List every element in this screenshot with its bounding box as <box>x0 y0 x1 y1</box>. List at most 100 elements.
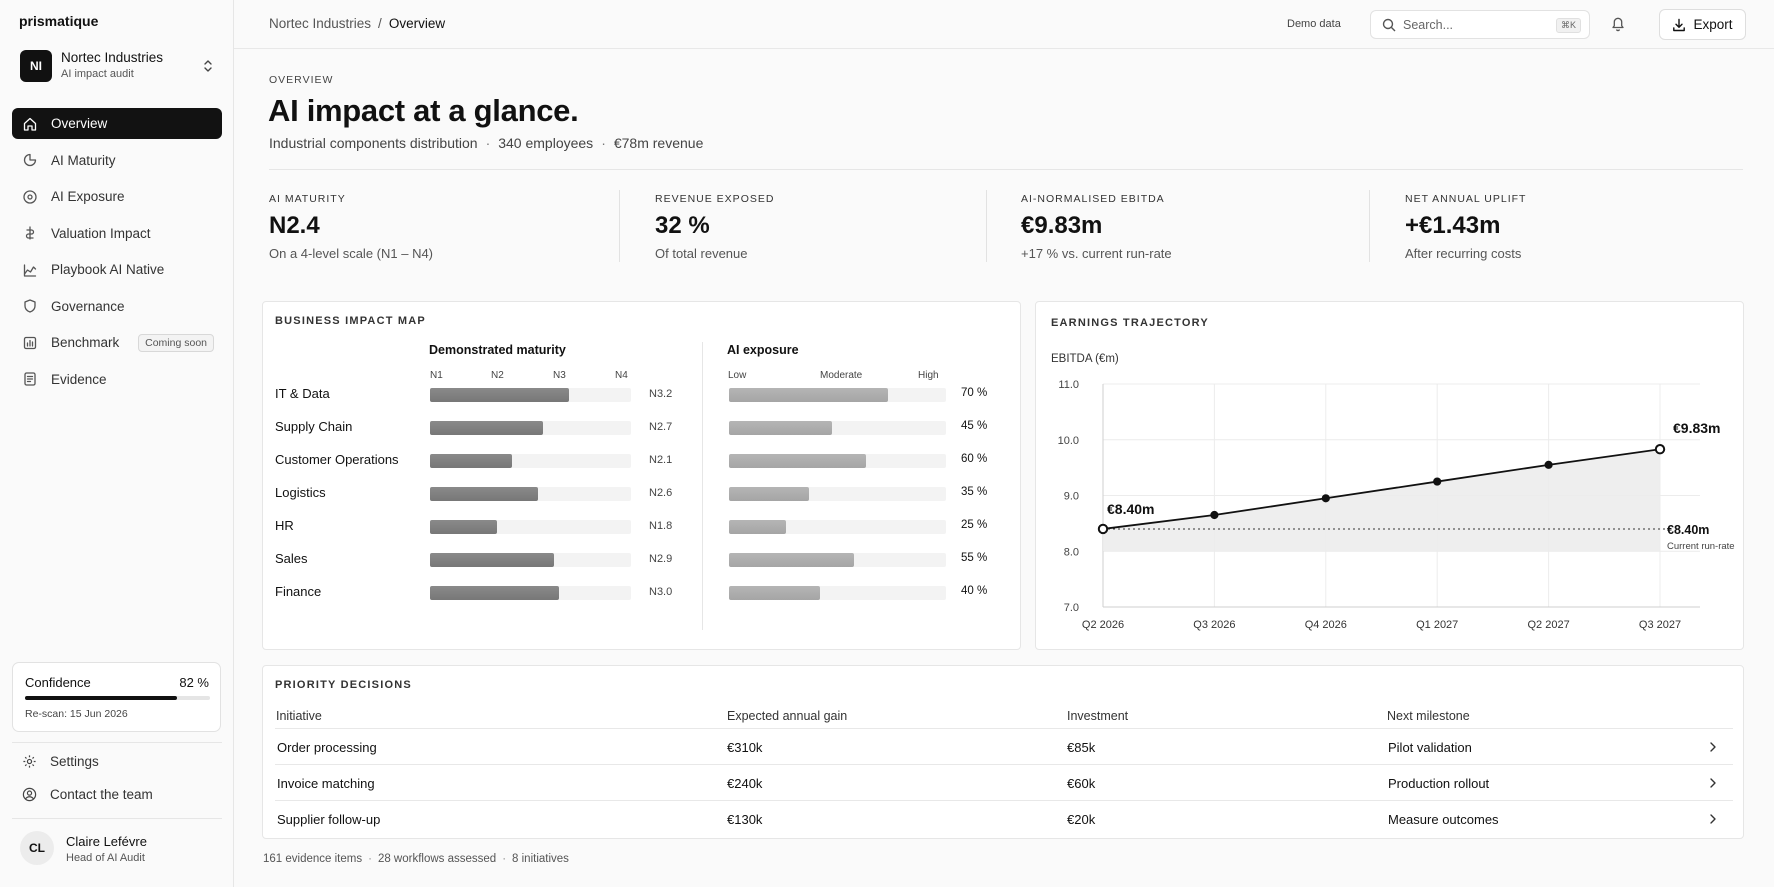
gain-cell: €130k <box>727 812 763 827</box>
exposure-bar-track <box>729 487 946 501</box>
org-switcher[interactable]: NI Nortec Industries AI impact audit <box>12 42 222 88</box>
chevron-right-icon <box>1710 778 1716 788</box>
contact-link[interactable]: Contact the team <box>22 787 153 802</box>
exposure-bar-track <box>729 520 946 534</box>
search-shortcut: ⌘K <box>1555 18 1581 33</box>
maturity-value: N2.7 <box>649 421 673 433</box>
business-impact-map: BUSINESS IMPACT MAP Demonstrated maturit… <box>262 301 1021 650</box>
sidebar-item-valuation-impact[interactable]: Valuation Impact <box>12 218 222 249</box>
breadcrumb-separator: / <box>378 16 382 31</box>
maturity-tick: N2 <box>491 370 504 381</box>
card-title: EARNINGS TRAJECTORY <box>1051 317 1209 329</box>
series-line <box>1102 448 1661 530</box>
exposure-tick: High <box>918 370 939 381</box>
sidebar-item-label: Overview <box>51 116 108 131</box>
exposure-bar <box>729 454 866 468</box>
investment-cell: €60k <box>1067 776 1096 791</box>
sidebar-item-evidence[interactable]: Evidence <box>12 364 222 395</box>
kpi-value: +€1.43m <box>1405 212 1501 239</box>
maturity-value: N2.1 <box>649 454 673 466</box>
x-tick-label: Q3 2027 <box>1639 619 1681 631</box>
bell-icon[interactable] <box>1610 15 1626 33</box>
maturity-bar-track <box>430 421 631 435</box>
table-row[interactable]: Order processing €310k €85k Pilot validatio… <box>275 728 1733 764</box>
card-title: PRIORITY DECISIONS <box>275 679 412 691</box>
x-tick-label: Q4 2026 <box>1305 619 1347 631</box>
maturity-tick: N3 <box>553 370 566 381</box>
end-value-label: €9.83m <box>1673 420 1720 436</box>
kpi-value: €9.83m <box>1021 212 1103 239</box>
exposure-value: 45 % <box>961 420 988 432</box>
exposure-bar-track <box>729 421 946 435</box>
sidebar-item-label: Playbook AI Native <box>51 262 165 277</box>
exposure-bar <box>729 520 786 534</box>
sidebar-item-ai-maturity[interactable]: AI Maturity <box>12 145 222 176</box>
export-button[interactable]: Export <box>1659 9 1746 40</box>
breadcrumb-current: Overview <box>388 16 446 31</box>
user-circle-icon <box>22 787 37 802</box>
initiative-cell: Invoice matching <box>277 776 375 791</box>
department-label: Supply Chain <box>275 419 353 434</box>
sidebar-nav: Overview AI Maturity AI Exposure Valuation … <box>12 108 222 400</box>
investment-cell: €85k <box>1067 740 1096 755</box>
exposure-bar <box>729 553 855 567</box>
separator: · <box>368 853 372 865</box>
sidebar-item-playbook-ai-native[interactable]: Playbook AI Native <box>12 254 222 285</box>
exposure-value: 35 % <box>961 486 988 498</box>
settings-link[interactable]: Settings <box>22 754 99 769</box>
exposure-bar <box>729 487 809 501</box>
confidence-bar <box>25 696 210 700</box>
exposure-tick: Moderate <box>820 370 863 381</box>
exposure-header: AI exposure <box>727 343 799 357</box>
kpi-label: AI Maturity <box>269 193 346 205</box>
breadcrumb: Nortec Industries / Overview <box>269 16 445 31</box>
valuation-icon <box>25 226 35 240</box>
data-point <box>1210 510 1219 520</box>
chart-icon <box>23 336 37 349</box>
sidebar-item-benchmark[interactable]: Benchmark Coming soon <box>12 327 222 358</box>
earnings-line-chart: 7.0 8.0 9.0 10.0 11.0 Q2 2026 Q3 2026 Q4 2026 Q1… <box>1058 379 1735 631</box>
org-name: Nortec Industries <box>61 50 164 65</box>
chevron-up-down-icon <box>204 60 212 72</box>
exposure-tick: Low <box>728 370 747 381</box>
sidebar-item-ai-exposure[interactable]: AI Exposure <box>12 181 222 212</box>
maturity-value: N2.9 <box>649 553 673 565</box>
home-icon <box>23 117 37 131</box>
user-name: Claire Lefévre <box>66 834 147 849</box>
table-row[interactable]: Invoice matching €240k €60k Production roll… <box>275 764 1733 800</box>
sidebar-item-governance[interactable]: Governance <box>12 291 222 322</box>
page-subtitle: Industrial components distribution · 340 e… <box>269 135 703 151</box>
x-tick-label: Q1 2027 <box>1416 619 1458 631</box>
gain-cell: €240k <box>727 776 763 791</box>
baseline-value-label: €8.40m <box>1667 523 1709 537</box>
search-input[interactable]: Search... ⌘K <box>1370 10 1590 39</box>
breadcrumb-parent[interactable]: Nortec Industries <box>269 16 372 31</box>
uplift-area <box>1103 449 1660 552</box>
exposure-value: 70 % <box>961 387 988 399</box>
impact-row: Sales N2.9 55 % <box>263 549 1020 569</box>
kpi-revenue-exposed: Revenue exposed 32 % Of total revenue <box>655 193 774 261</box>
brand-logo[interactable]: prismatique <box>19 13 99 29</box>
divider <box>619 190 620 262</box>
sidebar-item-overview[interactable]: Overview <box>12 108 222 139</box>
exposure-value: 55 % <box>961 552 988 564</box>
kpi-net-uplift: Net annual uplift +€1.43m After recurrin… <box>1405 193 1526 261</box>
exposure-bar <box>729 421 832 435</box>
table-row[interactable]: Supplier follow-up €130k €20k Measure outco… <box>275 800 1733 836</box>
maturity-bar-track <box>430 553 631 567</box>
revenue-label: €78m revenue <box>613 135 704 151</box>
maturity-value: N1.8 <box>649 520 673 532</box>
avatar[interactable]: CL <box>20 831 54 865</box>
exposure-bar-track <box>729 388 946 402</box>
department-label: IT & Data <box>275 386 330 401</box>
column-header: Initiative <box>276 709 322 723</box>
org-avatar: NI <box>20 50 52 82</box>
gear-icon <box>23 755 36 768</box>
target-icon <box>23 189 37 204</box>
kpi-label: AI-normalised EBITDA <box>1021 193 1165 205</box>
milestone-cell: Pilot validation <box>1388 740 1472 755</box>
employees-label: 340 employees <box>498 135 594 151</box>
kpi-subtitle: Of total revenue <box>655 246 748 261</box>
exposure-bar <box>729 388 889 402</box>
maturity-value: N2.6 <box>649 487 673 499</box>
